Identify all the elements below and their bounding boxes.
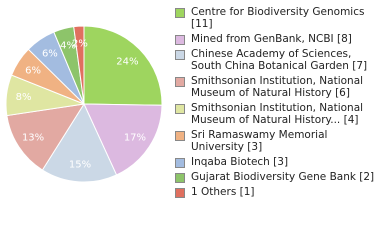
- legend-swatch: [175, 35, 185, 45]
- pie-slice: [41, 102, 118, 183]
- slice-label: 8%: [16, 92, 32, 103]
- legend-swatch: [175, 188, 185, 198]
- legend-label: Inqaba Biotech [3]: [191, 156, 289, 168]
- legend-swatch: [175, 77, 185, 87]
- legend-swatch: [175, 8, 185, 18]
- legend-item: Sri Ramaswamy Memorial University [3]: [173, 129, 378, 153]
- legend-swatch: [175, 131, 185, 141]
- legend-label: Gujarat Biodiversity Gene Bank [2]: [191, 171, 375, 183]
- slice-label: 17%: [124, 132, 146, 143]
- legend-label: Mined from GenBank, NCBI [8]: [191, 33, 352, 45]
- legend-label: Chinese Academy of Sciences, South China…: [191, 48, 368, 72]
- pie-slice: [6, 103, 86, 171]
- legend-label: Sri Ramaswamy Memorial University [3]: [191, 129, 328, 153]
- legend-item: Smithsonian Institution, National Museum…: [173, 102, 378, 126]
- slice-label: 6%: [25, 66, 41, 77]
- slice-label: 2%: [72, 38, 88, 49]
- slice-label: 13%: [22, 132, 44, 143]
- slice-label: 4%: [60, 40, 76, 51]
- legend-item: Gujarat Biodiversity Gene Bank [2]: [173, 171, 378, 183]
- legend-swatch: [175, 158, 185, 168]
- slice-label: 6%: [42, 49, 58, 60]
- legend-item: Smithsonian Institution, National Museum…: [173, 75, 378, 99]
- legend-label: Smithsonian Institution, National Museum…: [191, 102, 364, 126]
- chart: 24%17%15%13%8%6%6%4%2%: [5, 25, 163, 183]
- legend-item: 1 Others [1]: [173, 186, 378, 198]
- legend-swatch: [175, 104, 185, 114]
- slice-label: 24%: [116, 56, 138, 67]
- pie-slice: [73, 25, 85, 105]
- legend-label: 1 Others [1]: [191, 186, 255, 198]
- legend-item: Chinese Academy of Sciences, South China…: [173, 48, 378, 72]
- legend-label: Smithsonian Institution, National Museum…: [191, 75, 364, 99]
- legend-swatch: [175, 50, 185, 60]
- legend-label: Centre for Biodiversity Genomics [11]: [191, 6, 365, 30]
- pie-slice: [83, 25, 163, 106]
- legend: Centre for Biodiversity Genomics [11] Min…: [173, 6, 378, 201]
- legend-swatch: [175, 173, 185, 183]
- legend-item: Inqaba Biotech [3]: [173, 156, 378, 168]
- slice-label: 15%: [69, 160, 91, 171]
- legend-item: Mined from GenBank, NCBI [8]: [173, 33, 378, 45]
- legend-item: Centre for Biodiversity Genomics [11]: [173, 6, 378, 30]
- pie-slice: [83, 103, 163, 176]
